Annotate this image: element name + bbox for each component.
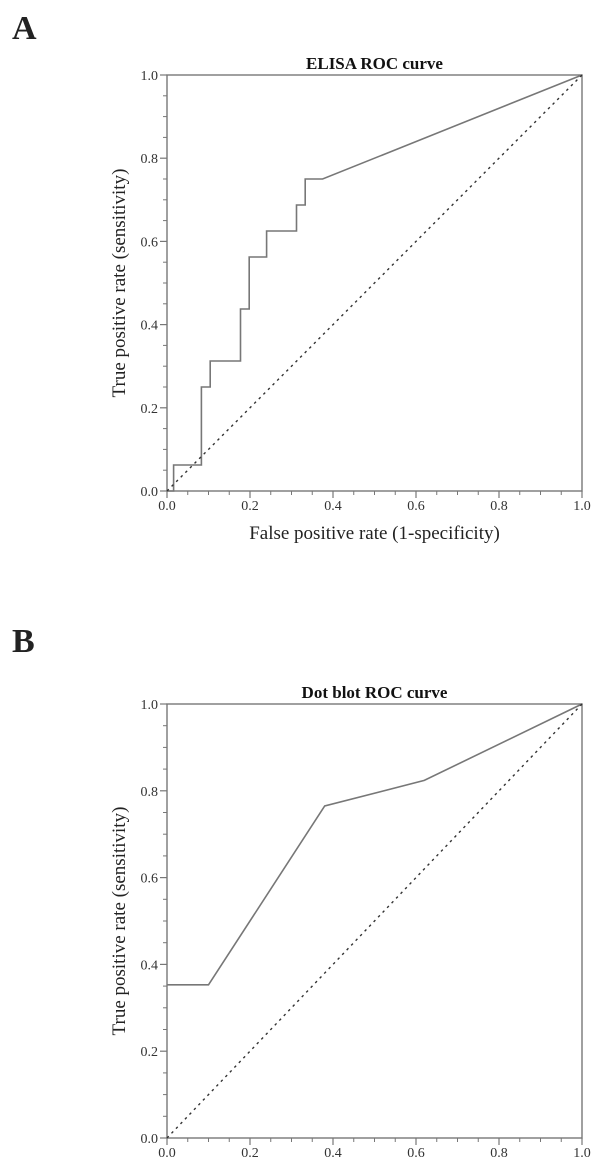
- x-tick-label: 1.0: [573, 1146, 591, 1161]
- y-tick-label: 0.4: [141, 319, 159, 334]
- x-tick-label: 0.0: [158, 499, 176, 514]
- x-tick-label: 0.2: [241, 1146, 259, 1161]
- x-tick-label: 0.4: [324, 1146, 342, 1161]
- diagonal-reference-line: [166, 703, 583, 1139]
- y-tick-label: 0.6: [141, 872, 159, 887]
- y-tick-label: 1.0: [141, 698, 159, 713]
- y-tick-label: 0.4: [141, 958, 159, 973]
- y-tick-label: 1.0: [141, 69, 159, 84]
- roc-curve-line: [167, 703, 583, 986]
- panel-letter-a: A: [12, 10, 37, 47]
- x-tick-label: 0.4: [324, 499, 342, 514]
- y-axis-title: True positive rate (sensitivity): [109, 807, 130, 1036]
- dot-blot-roc-chart: 0.0 0.2 0.4 0.6 0.8 1.0 0.0 0.2 0.4 0.6 0.8 1.0 Dot …: [109, 683, 591, 1171]
- x-tick-label: 1.0: [573, 499, 591, 514]
- x-axis-title: False positive rate (1-specificity): [249, 523, 500, 544]
- y-axis-title: True positive rate (sensitivity): [109, 169, 130, 398]
- roc-curve-line: [167, 74, 583, 492]
- x-tick-label: 0.8: [490, 499, 508, 514]
- x-tick-label: 0.2: [241, 499, 259, 514]
- elisa-roc-chart: 0.0 0.2 0.4 0.6 0.8 1.0 0.0 0.2 0.4 0.6 0.8 1.0 ELIS…: [109, 54, 591, 544]
- x-tick-label: 0.8: [490, 1146, 508, 1161]
- x-tick-label: 0.0: [158, 1146, 176, 1161]
- diagonal-reference-line: [166, 74, 583, 492]
- chart-title: Dot blot ROC curve: [302, 683, 448, 702]
- y-tick-label: 0.8: [141, 152, 159, 167]
- chart-title: ELISA ROC curve: [306, 54, 443, 73]
- y-tick-label: 0.8: [141, 785, 159, 800]
- panel-letter-b: B: [12, 623, 35, 660]
- y-tick-label: 0.0: [141, 485, 159, 500]
- y-tick-label: 0.2: [141, 402, 159, 417]
- x-tick-label: 0.6: [407, 1146, 425, 1161]
- x-tick-label: 0.6: [407, 499, 425, 514]
- y-tick-label: 0.0: [141, 1132, 159, 1147]
- y-tick-label: 0.6: [141, 235, 159, 250]
- y-tick-label: 0.2: [141, 1045, 159, 1060]
